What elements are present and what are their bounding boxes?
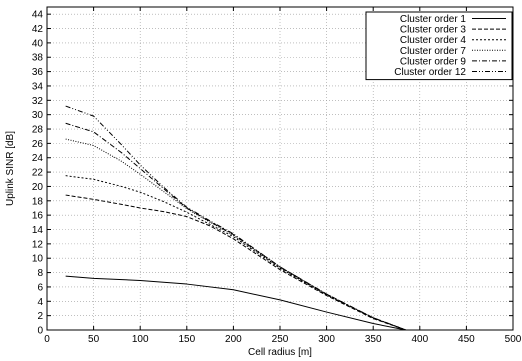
- y-tick-label: 40: [32, 38, 44, 49]
- x-tick-label: 350: [365, 334, 382, 345]
- y-tick-label: 26: [32, 139, 44, 150]
- x-tick-label: 200: [225, 334, 242, 345]
- y-tick-label: 42: [32, 24, 44, 35]
- x-tick-label: 0: [44, 334, 50, 345]
- y-tick-label: 36: [32, 67, 44, 78]
- legend-label: Cluster order 9: [400, 56, 467, 67]
- series-line-3: [65, 175, 406, 331]
- series-line-6: [65, 105, 406, 331]
- series-line-4: [65, 138, 406, 331]
- y-axis-label: Uplink SINR [dB]: [5, 131, 16, 206]
- y-tick-label: 32: [32, 96, 44, 107]
- x-tick-label: 400: [411, 334, 428, 345]
- y-tick-label: 22: [32, 168, 44, 179]
- y-tick-label: 44: [32, 10, 44, 21]
- y-tick-label: 16: [32, 211, 44, 222]
- y-tick-label: 10: [32, 254, 44, 265]
- legend-label: Cluster order 3: [400, 25, 467, 36]
- series-line-2: [65, 194, 406, 331]
- series-line-5: [65, 122, 406, 331]
- series-layer: [65, 105, 406, 331]
- x-tick-label: 150: [178, 334, 195, 345]
- y-tick-label: 24: [32, 153, 44, 164]
- y-tick-label: 28: [32, 125, 44, 136]
- y-tick-label: 4: [37, 297, 43, 308]
- x-tick-label: 300: [318, 334, 335, 345]
- y-tick-label: 2: [37, 311, 43, 322]
- x-tick-label: 450: [458, 334, 475, 345]
- y-tick-label: 8: [37, 268, 43, 279]
- y-tick-label: 14: [32, 225, 44, 236]
- y-tick-label: 0: [37, 326, 43, 337]
- x-tick-labels: 0 50 100 150 200 250 300 350 400 450 500: [44, 7, 522, 345]
- legend-label: Cluster order 12: [394, 67, 466, 78]
- y-tick-label: 34: [32, 81, 44, 92]
- legend-box: [365, 11, 513, 81]
- legend-label: Cluster order 4: [400, 35, 467, 46]
- x-tick-label: 50: [88, 334, 100, 345]
- y-tick-labels: 0246810121416182022242628303234363840424…: [32, 10, 513, 337]
- y-tick-label: 12: [32, 239, 44, 250]
- x-tick-label: 100: [132, 334, 149, 345]
- y-tick-label: 20: [32, 182, 44, 193]
- x-tick-label: 500: [505, 334, 522, 345]
- series-line-1: [65, 275, 406, 331]
- y-tick-label: 18: [32, 196, 44, 207]
- y-tick-label: 30: [32, 110, 44, 121]
- legend-label: Cluster order 1: [400, 14, 467, 25]
- y-tick-label: 38: [32, 53, 44, 64]
- y-tick-label: 6: [37, 282, 43, 293]
- legend-label: Cluster order 7: [400, 46, 467, 57]
- x-tick-label: 250: [272, 334, 289, 345]
- x-axis-label: Cell radius [m]: [248, 347, 312, 358]
